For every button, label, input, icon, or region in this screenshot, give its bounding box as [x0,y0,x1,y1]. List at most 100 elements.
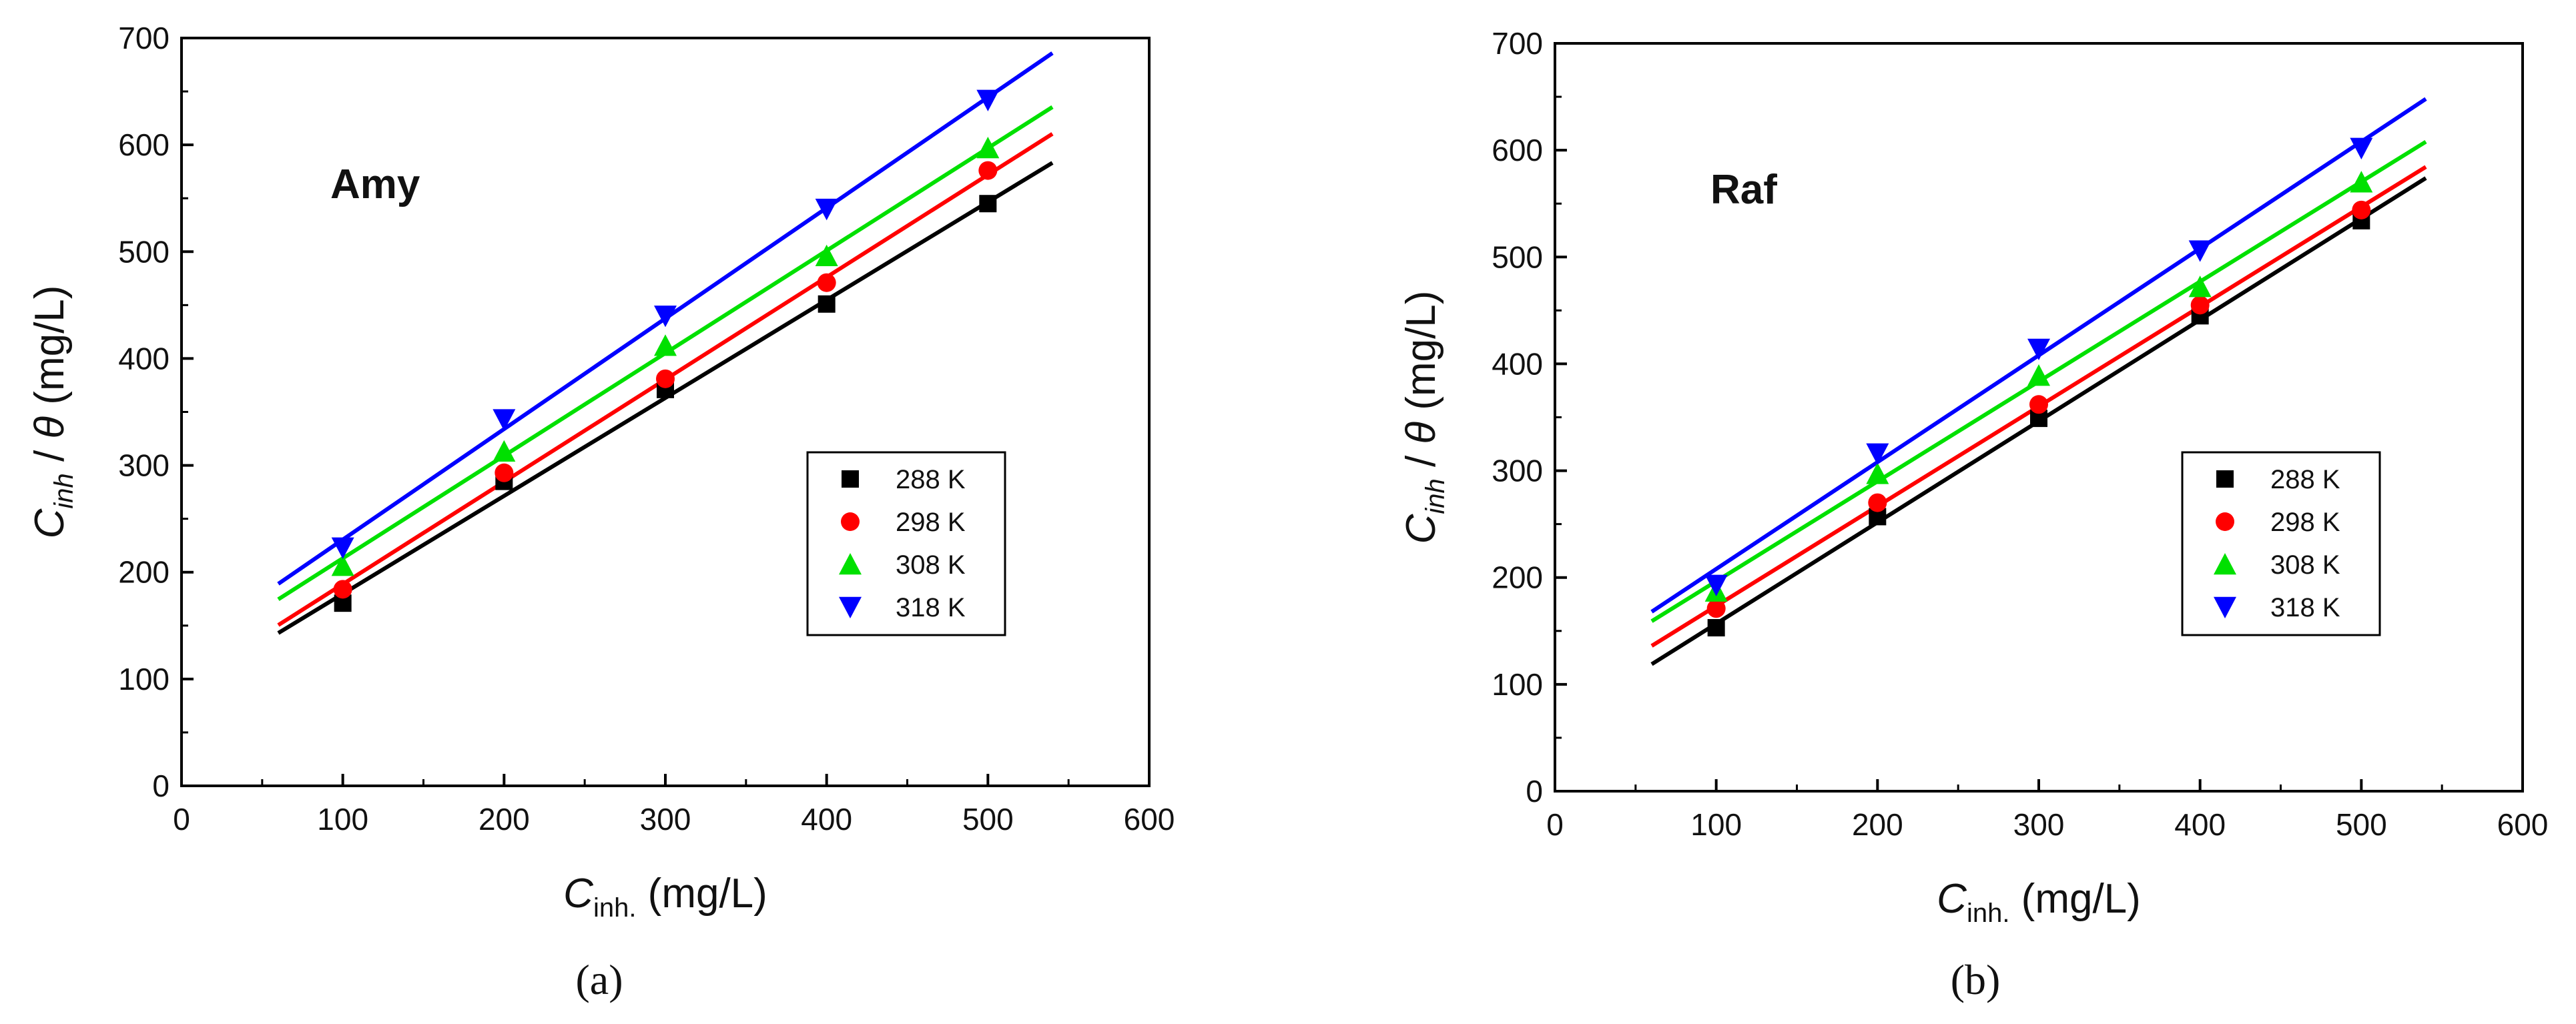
y-label-c: C [27,508,73,538]
x-tick-label: 100 [1690,807,1742,842]
x-tick-label: 300 [640,802,691,837]
y-label-sub: inh [49,473,79,508]
x-axis-label: Cinh. (mg/L) [1937,876,2141,928]
y-label-c: C [1398,513,1444,544]
data-point-318k [976,89,1000,111]
y-label-slash: / [27,439,73,474]
data-point-318k [654,306,677,328]
y-label-sub: inh [1421,478,1450,514]
y-tick-label: 200 [118,555,170,590]
x-label-sub: inh. [1967,899,2010,928]
data-point-308k [2350,171,2373,193]
x-label-unit: (mg/L) [636,871,767,917]
data-point-308k [331,554,354,576]
panel-b: 0 100 200 300 400 500 600 0 100 200 300 400 500 600 70… [1398,26,2548,928]
legend-entry: 308 K [2270,550,2340,580]
data-point-298k [2190,296,2210,315]
x-tick-label: 400 [2174,807,2226,842]
data-point-318k [1704,574,1728,596]
y-label-theta: θ [27,416,73,439]
y-tick-label: 600 [118,127,170,162]
data-point-288k [1707,618,1725,636]
data-point-298k [656,369,675,388]
data-point-318k [2027,338,2050,361]
legend-marker [2216,512,2234,531]
y-tick-label: 700 [1492,26,1543,61]
data-point-318k [331,537,354,559]
y-tick-label: 500 [118,234,170,269]
x-tick-label: 500 [962,802,1014,837]
y-tick-label: 600 [1492,133,1543,167]
y-tick-label: 200 [1492,560,1543,595]
data-point-288k [979,195,997,213]
legend-marker [2214,553,2236,575]
data-point-318k [2188,240,2212,262]
y-tick-label: 400 [118,341,170,376]
data-point-288k [818,295,836,313]
x-tick-label: 200 [478,802,530,837]
y-tick-label: 300 [1492,454,1543,488]
y-tick-label: 0 [152,769,170,803]
data-point-308k [493,440,516,462]
data-point-298k [495,463,514,482]
data-point-298k [1868,493,1887,512]
data-point-308k [815,244,838,266]
data-point-298k [2029,395,2048,414]
legend-marker [839,553,862,575]
legend-entry: 288 K [2270,465,2340,494]
data-point-308k [1866,462,1889,484]
plot-frame [180,37,1151,787]
y-axis-label: Cinh / θ (mg/L) [1398,291,1450,544]
legend-entry: 318 K [2270,593,2340,622]
x-tick-label: 600 [1124,802,1175,837]
legend-entry: 288 K [896,465,966,494]
y-label-theta: θ [1398,422,1444,444]
y-tick-label: 100 [118,662,170,696]
legend-marker [2216,470,2234,488]
legend-entry: 318 K [896,593,966,622]
panel-title: Amy [330,161,420,207]
data-point-298k [978,161,998,180]
panel-title: Raf [1710,167,1777,213]
y-axis-label: Cinh / θ (mg/L) [27,286,79,539]
data-point-308k [2188,276,2212,298]
y-tick-label: 100 [1492,667,1543,702]
legend-marker [839,596,862,618]
y-label-slash: / [1398,444,1444,479]
x-label-unit: (mg/L) [2009,876,2140,922]
x-tick-label: 100 [317,802,368,837]
legend-marker [2214,596,2236,618]
x-tick-label: 300 [2013,807,2065,842]
data-point-318k [815,198,838,221]
x-label-sub: inh. [593,893,637,923]
y-tick-label: 400 [1492,346,1543,381]
legend-entry: 298 K [896,508,966,537]
x-axis-label: Cinh. (mg/L) [563,871,767,923]
legend-box [2181,451,2381,636]
data-point-308k [654,334,677,356]
x-tick-label: 200 [1852,807,1903,842]
data-point-318k [2350,137,2373,159]
caption-a: (a) [575,956,623,1003]
data-point-308k [2027,364,2050,386]
data-point-298k [333,580,352,599]
data-point-298k [817,273,836,292]
legend-entry: 298 K [2270,508,2340,537]
y-tick-label: 300 [118,448,170,483]
legend-box [806,451,1006,636]
y-label-unit: (mg/L) [27,286,73,416]
x-tick-label: 400 [801,802,852,837]
caption-b: (b) [1951,956,2001,1003]
data-point-298k [1706,599,1726,618]
y-label-unit: (mg/L) [1398,291,1444,422]
data-point-298k [2352,200,2371,219]
x-tick-label: 600 [2497,807,2549,842]
legend-entry: 308 K [896,550,966,580]
x-label-c: C [563,871,594,917]
y-tick-label: 500 [1492,239,1543,274]
y-tick-label: 700 [118,21,170,55]
data-point-308k [976,136,1000,159]
data-point-318k [493,409,516,431]
data-point-318k [1866,443,1889,465]
